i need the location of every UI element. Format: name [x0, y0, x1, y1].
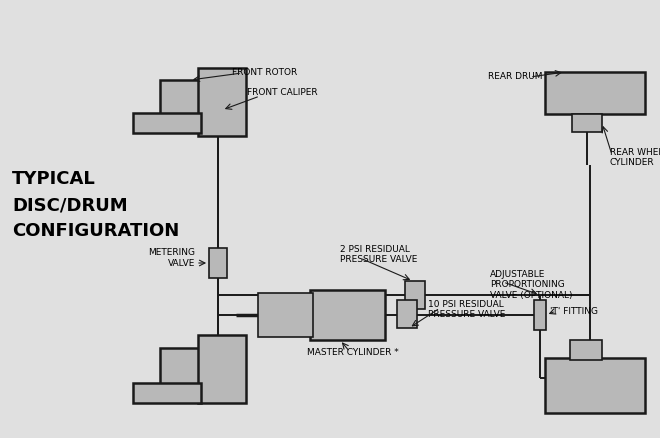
Text: REAR WHEEL
CYLINDER: REAR WHEEL CYLINDER — [610, 148, 660, 167]
Text: MASTER CYLINDER *: MASTER CYLINDER * — [307, 348, 399, 357]
Bar — [545, 72, 645, 114]
Bar — [198, 68, 246, 136]
Text: TYPICAL: TYPICAL — [12, 170, 96, 188]
Bar — [209, 248, 227, 278]
Bar — [133, 113, 201, 133]
Bar — [310, 290, 385, 340]
Bar — [198, 335, 246, 403]
Text: FRONT CALIPER: FRONT CALIPER — [247, 88, 317, 97]
Bar — [397, 300, 417, 328]
Bar — [258, 293, 313, 337]
Text: 10 PSI RESIDUAL
PRESSURE VALVE: 10 PSI RESIDUAL PRESSURE VALVE — [428, 300, 506, 319]
Text: FRONT ROTOR: FRONT ROTOR — [232, 68, 297, 77]
Bar — [160, 80, 220, 122]
Bar — [160, 348, 220, 390]
Bar — [133, 383, 201, 403]
Text: DISC/DRUM: DISC/DRUM — [12, 196, 127, 214]
Text: REAR DRUM: REAR DRUM — [488, 72, 543, 81]
Bar — [545, 358, 645, 413]
Text: 'T' FITTING: 'T' FITTING — [550, 307, 598, 316]
Text: METERING
VALVE: METERING VALVE — [148, 248, 195, 268]
Bar — [534, 300, 546, 330]
Bar — [572, 114, 602, 132]
Text: 2 PSI RESIDUAL
PRESSURE VALVE: 2 PSI RESIDUAL PRESSURE VALVE — [340, 245, 417, 265]
Bar — [570, 340, 602, 360]
Text: ADJUSTABLE
PROPORTIONING
VALVE (OPTIONAL): ADJUSTABLE PROPORTIONING VALVE (OPTIONAL… — [490, 270, 572, 300]
Text: CONFIGURATION: CONFIGURATION — [12, 222, 180, 240]
Bar — [405, 281, 425, 309]
